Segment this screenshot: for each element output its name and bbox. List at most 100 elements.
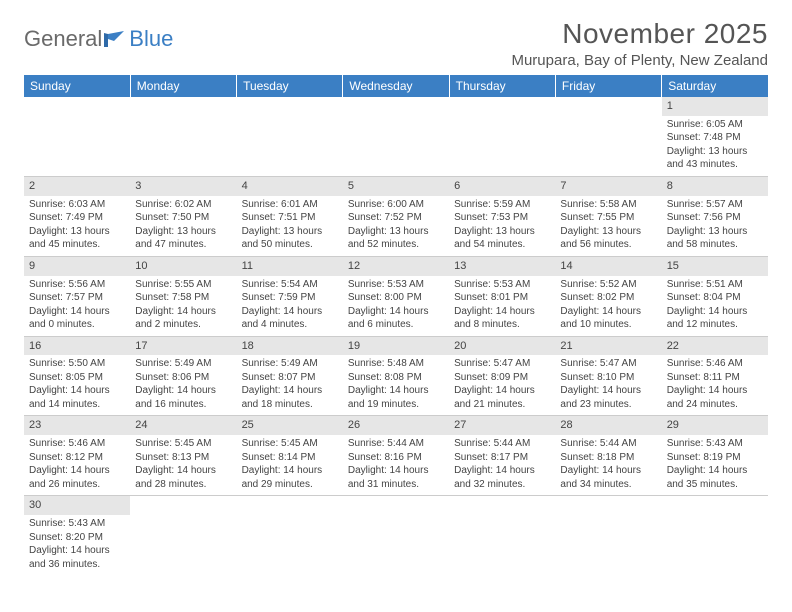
sunrise-text: Sunrise: 5:43 AM [667, 437, 763, 451]
sunrise-text: Sunrise: 5:44 AM [560, 437, 656, 451]
calendar-cell: 4Sunrise: 6:01 AMSunset: 7:51 PMDaylight… [237, 176, 343, 256]
day-number: 20 [449, 337, 555, 356]
sunrise-text: Sunrise: 6:02 AM [135, 198, 231, 212]
sunrise-text: Sunrise: 5:53 AM [348, 278, 444, 292]
daylight-text-2: and 6 minutes. [348, 318, 444, 332]
day-content: Sunrise: 5:46 AMSunset: 8:12 PMDaylight:… [24, 435, 130, 495]
daylight-text-1: Daylight: 14 hours [667, 384, 763, 398]
daylight-text-1: Daylight: 14 hours [454, 384, 550, 398]
calendar-cell: 30Sunrise: 5:43 AMSunset: 8:20 PMDayligh… [24, 496, 130, 575]
sunrise-text: Sunrise: 5:49 AM [242, 357, 338, 371]
calendar-cell: 23Sunrise: 5:46 AMSunset: 8:12 PMDayligh… [24, 416, 130, 496]
calendar-cell [24, 97, 130, 176]
calendar-cell: 2Sunrise: 6:03 AMSunset: 7:49 PMDaylight… [24, 176, 130, 256]
daylight-text-1: Daylight: 14 hours [667, 305, 763, 319]
day-number: 25 [237, 416, 343, 435]
sunset-text: Sunset: 7:52 PM [348, 211, 444, 225]
daylight-text-1: Daylight: 14 hours [667, 464, 763, 478]
day-content: Sunrise: 6:00 AMSunset: 7:52 PMDaylight:… [343, 196, 449, 256]
day-number: 1 [662, 97, 768, 116]
calendar-cell: 12Sunrise: 5:53 AMSunset: 8:00 PMDayligh… [343, 256, 449, 336]
calendar-cell: 27Sunrise: 5:44 AMSunset: 8:17 PMDayligh… [449, 416, 555, 496]
day-content: Sunrise: 5:44 AMSunset: 8:18 PMDaylight:… [555, 435, 661, 495]
sunset-text: Sunset: 7:57 PM [29, 291, 125, 305]
daylight-text-1: Daylight: 14 hours [560, 464, 656, 478]
sunrise-text: Sunrise: 6:05 AM [667, 118, 763, 132]
logo-text-b: Blue [129, 26, 173, 52]
daylight-text-1: Daylight: 14 hours [560, 305, 656, 319]
sunset-text: Sunset: 8:14 PM [242, 451, 338, 465]
daylight-text-1: Daylight: 14 hours [29, 305, 125, 319]
day-number: 15 [662, 257, 768, 276]
calendar-cell: 24Sunrise: 5:45 AMSunset: 8:13 PMDayligh… [130, 416, 236, 496]
daylight-text-1: Daylight: 14 hours [454, 464, 550, 478]
sunset-text: Sunset: 8:08 PM [348, 371, 444, 385]
calendar-week-row: 1Sunrise: 6:05 AMSunset: 7:48 PMDaylight… [24, 97, 768, 176]
sunrise-text: Sunrise: 5:52 AM [560, 278, 656, 292]
calendar-cell [237, 496, 343, 575]
day-number: 26 [343, 416, 449, 435]
sunrise-text: Sunrise: 6:01 AM [242, 198, 338, 212]
sunrise-text: Sunrise: 5:57 AM [667, 198, 763, 212]
day-number: 18 [237, 337, 343, 356]
daylight-text-2: and 2 minutes. [135, 318, 231, 332]
daylight-text-2: and 21 minutes. [454, 398, 550, 412]
calendar-week-row: 2Sunrise: 6:03 AMSunset: 7:49 PMDaylight… [24, 176, 768, 256]
sunrise-text: Sunrise: 5:55 AM [135, 278, 231, 292]
daylight-text-1: Daylight: 13 hours [135, 225, 231, 239]
sunrise-text: Sunrise: 5:47 AM [454, 357, 550, 371]
daylight-text-1: Daylight: 14 hours [29, 464, 125, 478]
sunrise-text: Sunrise: 5:43 AM [29, 517, 125, 531]
daylight-text-1: Daylight: 13 hours [454, 225, 550, 239]
day-number: 5 [343, 177, 449, 196]
calendar-cell: 9Sunrise: 5:56 AMSunset: 7:57 PMDaylight… [24, 256, 130, 336]
daylight-text-2: and 19 minutes. [348, 398, 444, 412]
sunset-text: Sunset: 8:06 PM [135, 371, 231, 385]
calendar-cell: 3Sunrise: 6:02 AMSunset: 7:50 PMDaylight… [130, 176, 236, 256]
daylight-text-1: Daylight: 14 hours [242, 305, 338, 319]
sunrise-text: Sunrise: 5:56 AM [29, 278, 125, 292]
daylight-text-1: Daylight: 14 hours [135, 384, 231, 398]
sunset-text: Sunset: 8:02 PM [560, 291, 656, 305]
day-number: 29 [662, 416, 768, 435]
day-content: Sunrise: 6:02 AMSunset: 7:50 PMDaylight:… [130, 196, 236, 256]
day-number: 12 [343, 257, 449, 276]
calendar-cell [449, 496, 555, 575]
dayhead-mon: Monday [130, 75, 236, 97]
daylight-text-2: and 8 minutes. [454, 318, 550, 332]
calendar-cell [555, 97, 661, 176]
calendar-cell [130, 496, 236, 575]
calendar-cell: 18Sunrise: 5:49 AMSunset: 8:07 PMDayligh… [237, 336, 343, 416]
daylight-text-2: and 43 minutes. [667, 158, 763, 172]
daylight-text-1: Daylight: 14 hours [135, 464, 231, 478]
sunset-text: Sunset: 7:49 PM [29, 211, 125, 225]
calendar-cell: 10Sunrise: 5:55 AMSunset: 7:58 PMDayligh… [130, 256, 236, 336]
dayhead-fri: Friday [555, 75, 661, 97]
day-content: Sunrise: 5:54 AMSunset: 7:59 PMDaylight:… [237, 276, 343, 336]
day-content: Sunrise: 5:49 AMSunset: 8:06 PMDaylight:… [130, 355, 236, 415]
header: General Blue November 2025 Murupara, Bay… [24, 18, 768, 69]
day-content: Sunrise: 5:43 AMSunset: 8:19 PMDaylight:… [662, 435, 768, 495]
day-number: 28 [555, 416, 661, 435]
daylight-text-2: and 28 minutes. [135, 478, 231, 492]
day-number: 8 [662, 177, 768, 196]
calendar-cell: 5Sunrise: 6:00 AMSunset: 7:52 PMDaylight… [343, 176, 449, 256]
dayhead-tue: Tuesday [237, 75, 343, 97]
sunset-text: Sunset: 7:51 PM [242, 211, 338, 225]
daylight-text-2: and 36 minutes. [29, 558, 125, 572]
daylight-text-2: and 23 minutes. [560, 398, 656, 412]
day-content: Sunrise: 5:44 AMSunset: 8:16 PMDaylight:… [343, 435, 449, 495]
sunrise-text: Sunrise: 5:46 AM [667, 357, 763, 371]
calendar-cell: 25Sunrise: 5:45 AMSunset: 8:14 PMDayligh… [237, 416, 343, 496]
sunset-text: Sunset: 8:11 PM [667, 371, 763, 385]
sunset-text: Sunset: 7:56 PM [667, 211, 763, 225]
day-number: 24 [130, 416, 236, 435]
day-number: 3 [130, 177, 236, 196]
calendar-cell: 11Sunrise: 5:54 AMSunset: 7:59 PMDayligh… [237, 256, 343, 336]
dayhead-wed: Wednesday [343, 75, 449, 97]
sunset-text: Sunset: 7:48 PM [667, 131, 763, 145]
sunrise-text: Sunrise: 5:51 AM [667, 278, 763, 292]
sunset-text: Sunset: 7:55 PM [560, 211, 656, 225]
day-number: 14 [555, 257, 661, 276]
sunset-text: Sunset: 8:05 PM [29, 371, 125, 385]
